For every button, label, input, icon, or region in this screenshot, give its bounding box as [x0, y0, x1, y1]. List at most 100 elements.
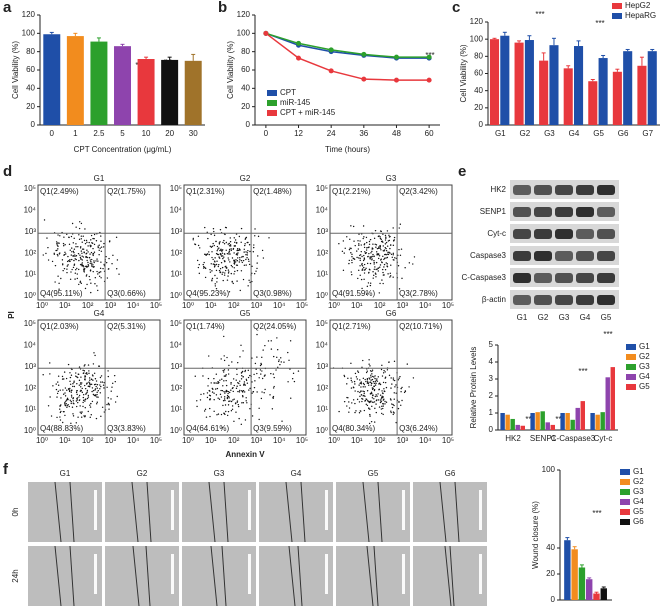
event-dot	[223, 390, 225, 393]
event-dot	[238, 261, 241, 263]
event-dot	[383, 388, 385, 390]
event-dot	[233, 384, 235, 387]
event-dot	[351, 256, 353, 258]
event-dot	[74, 254, 76, 256]
annotation: ***	[525, 415, 534, 424]
event-dot	[58, 282, 60, 285]
x-tick-label: 10¹	[205, 436, 217, 445]
x-tick-label: 10²	[374, 436, 386, 445]
event-dot	[204, 253, 206, 256]
event-dot	[258, 377, 260, 379]
event-dot	[75, 372, 77, 374]
quadrant-label: Q3(6.24%)	[399, 424, 438, 433]
event-dot	[260, 363, 263, 366]
bar	[530, 413, 535, 430]
event-dot	[65, 253, 67, 255]
event-dot	[366, 262, 369, 265]
event-dot	[87, 364, 90, 366]
event-dot	[224, 272, 226, 274]
event-dot	[400, 404, 402, 407]
event-dot	[261, 377, 264, 380]
event-dot	[72, 385, 74, 388]
x-tick-label: 30	[189, 129, 198, 138]
y-tick-label: 10⁴	[170, 206, 183, 215]
event-dot	[108, 257, 110, 260]
event-dot	[393, 398, 395, 400]
bar	[564, 540, 571, 600]
y-tick-label: 10⁵	[24, 184, 36, 193]
event-dot	[83, 370, 86, 372]
wound-edge	[69, 545, 75, 607]
y-tick-label: 4	[489, 357, 494, 366]
event-dot	[355, 376, 358, 378]
legend-swatch	[620, 489, 630, 495]
event-dot	[92, 363, 95, 365]
legend-swatch	[612, 3, 622, 9]
event-dot	[81, 262, 84, 264]
event-dot	[249, 387, 251, 390]
event-dot	[259, 364, 262, 367]
event-dot	[66, 406, 68, 409]
panel-label: a	[3, 0, 12, 16]
event-dot	[354, 402, 356, 405]
event-dot	[69, 387, 71, 390]
event-dot	[242, 376, 244, 378]
event-dot	[53, 253, 56, 256]
event-dot	[235, 264, 238, 266]
event-dot	[206, 231, 208, 234]
event-dot	[371, 405, 373, 408]
event-dot	[96, 258, 98, 260]
event-dot	[77, 376, 79, 379]
event-dot	[245, 400, 247, 402]
event-dot	[231, 405, 234, 407]
event-dot	[280, 361, 282, 363]
event-dot	[350, 387, 353, 389]
event-dot	[100, 381, 102, 383]
event-dot	[392, 276, 394, 278]
event-dot	[350, 271, 352, 273]
event-dot	[379, 247, 381, 249]
x-tick-label: 10⁵	[296, 436, 308, 445]
event-dot	[237, 405, 240, 408]
wound-edge	[223, 481, 229, 543]
event-dot	[375, 261, 378, 264]
event-dot	[361, 265, 364, 267]
event-dot	[248, 244, 251, 246]
event-dot	[208, 389, 210, 392]
event-dot	[90, 251, 93, 254]
event-dot	[76, 399, 79, 401]
event-dot	[233, 237, 235, 239]
event-dot	[230, 264, 233, 267]
bar	[600, 412, 605, 430]
event-dot	[374, 384, 377, 386]
event-dot	[351, 259, 353, 261]
quadrant-label: Q2(10.71%)	[399, 322, 442, 331]
event-dot	[383, 390, 386, 392]
event-dot	[83, 251, 85, 254]
event-dot	[101, 381, 104, 383]
event-dot	[362, 225, 365, 227]
event-dot	[211, 256, 213, 259]
lane-label: G3	[559, 313, 570, 322]
event-dot	[196, 405, 198, 408]
y-tick-label: 3	[489, 374, 494, 383]
event-dot	[61, 378, 64, 380]
event-dot	[254, 235, 256, 237]
event-dot	[100, 235, 102, 237]
y-tick-label: 120	[470, 17, 484, 26]
y-tick-label: 10³	[24, 227, 36, 236]
bar	[563, 68, 573, 125]
event-dot	[65, 399, 68, 401]
event-dot	[106, 403, 108, 406]
event-dot	[226, 252, 229, 255]
scale-bar	[479, 554, 482, 594]
event-dot	[373, 268, 376, 270]
event-dot	[363, 383, 365, 386]
event-dot	[381, 405, 383, 407]
event-dot	[401, 277, 403, 280]
event-dot	[217, 248, 219, 250]
event-dot	[246, 402, 248, 404]
event-dot	[390, 399, 392, 401]
event-dot	[363, 409, 366, 412]
event-dot	[57, 242, 59, 244]
